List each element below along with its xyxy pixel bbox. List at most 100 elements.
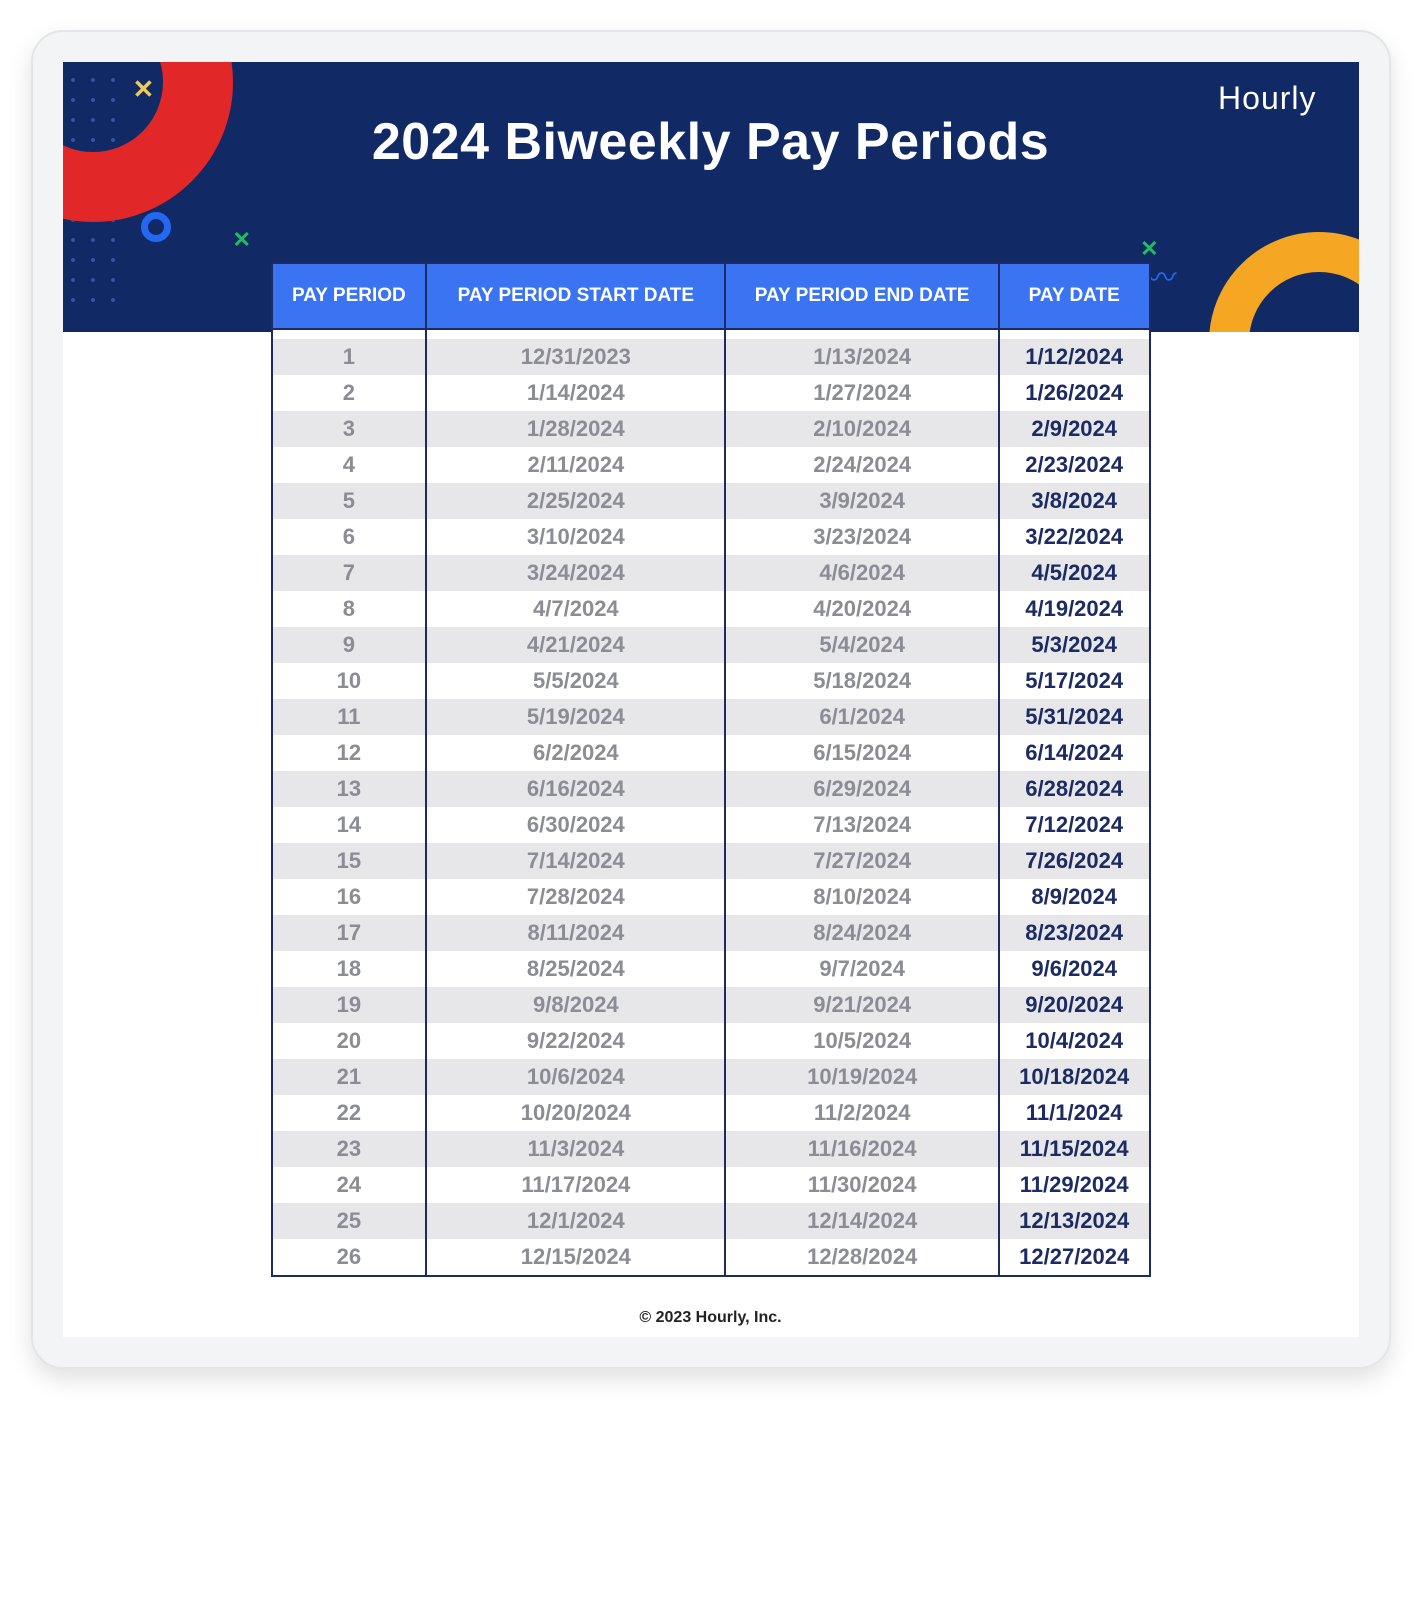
pay-periods-table-wrap: PAY PERIOD PAY PERIOD START DATE PAY PER… [271, 262, 1151, 1287]
table-cell: 10/6/2024 [426, 1059, 725, 1095]
table-row: 2411/17/202411/30/202411/29/2024 [272, 1167, 1150, 1203]
table-cell: 1/12/2024 [999, 339, 1150, 375]
table-cell: 26 [272, 1239, 427, 1276]
table-cell: 10/18/2024 [999, 1059, 1150, 1095]
table-cell: 17 [272, 915, 427, 951]
table-cell: 1/26/2024 [999, 375, 1150, 411]
table-cell: 18 [272, 951, 427, 987]
table-cell: 11/29/2024 [999, 1167, 1150, 1203]
table-row: 112/31/20231/13/20241/12/2024 [272, 339, 1150, 375]
document-body: ✕ ✕ ✕ 〰 2024 Biweekly Pay Periods Hourly… [63, 62, 1359, 1337]
table-cell: 1/14/2024 [426, 375, 725, 411]
table-cell: 1/27/2024 [725, 375, 998, 411]
table-cell: 3/23/2024 [725, 519, 998, 555]
table-cell: 5/5/2024 [426, 663, 725, 699]
table-cell: 5/19/2024 [426, 699, 725, 735]
table-cell: 6/30/2024 [426, 807, 725, 843]
table-cell: 20 [272, 1023, 427, 1059]
table-cell: 3/24/2024 [426, 555, 725, 591]
table-cell: 11/30/2024 [725, 1167, 998, 1203]
table-row: 146/30/20247/13/20247/12/2024 [272, 807, 1150, 843]
table-cell: 6 [272, 519, 427, 555]
blue-ring-decoration [141, 212, 171, 242]
table-cell: 5/17/2024 [999, 663, 1150, 699]
table-row: 2110/6/202410/19/202410/18/2024 [272, 1059, 1150, 1095]
table-cell: 9 [272, 627, 427, 663]
table-cell: 10 [272, 663, 427, 699]
table-cell: 5/4/2024 [725, 627, 998, 663]
table-row: 21/14/20241/27/20241/26/2024 [272, 375, 1150, 411]
table-cell: 12/13/2024 [999, 1203, 1150, 1239]
table-cell: 19 [272, 987, 427, 1023]
table-cell: 7/27/2024 [725, 843, 998, 879]
table-cell: 4/20/2024 [725, 591, 998, 627]
table-cell: 4/6/2024 [725, 555, 998, 591]
table-cell: 11/1/2024 [999, 1095, 1150, 1131]
table-cell: 2/10/2024 [725, 411, 998, 447]
yellow-x-decoration: ✕ [133, 74, 155, 105]
table-cell: 1/28/2024 [426, 411, 725, 447]
table-cell: 12/27/2024 [999, 1239, 1150, 1276]
table-row: 2512/1/202412/14/202412/13/2024 [272, 1203, 1150, 1239]
table-cell: 11/17/2024 [426, 1167, 725, 1203]
table-cell: 8/24/2024 [725, 915, 998, 951]
table-cell: 12 [272, 735, 427, 771]
table-cell: 12/31/2023 [426, 339, 725, 375]
page-title: 2024 Biweekly Pay Periods [63, 112, 1359, 172]
table-cell: 3/8/2024 [999, 483, 1150, 519]
table-cell: 6/2/2024 [426, 735, 725, 771]
orange-ring-decoration [1209, 232, 1359, 332]
table-row: 188/25/20249/7/20249/6/2024 [272, 951, 1150, 987]
table-cell: 24 [272, 1167, 427, 1203]
table-cell: 10/5/2024 [725, 1023, 998, 1059]
table-row: 167/28/20248/10/20248/9/2024 [272, 879, 1150, 915]
table-cell: 7/28/2024 [426, 879, 725, 915]
table-cell: 6/29/2024 [725, 771, 998, 807]
table-row: 42/11/20242/24/20242/23/2024 [272, 447, 1150, 483]
table-cell: 8/25/2024 [426, 951, 725, 987]
table-cell: 6/16/2024 [426, 771, 725, 807]
table-row: 209/22/202410/5/202410/4/2024 [272, 1023, 1150, 1059]
table-cell: 1/13/2024 [725, 339, 998, 375]
table-cell: 3/9/2024 [725, 483, 998, 519]
table-row: 52/25/20243/9/20243/8/2024 [272, 483, 1150, 519]
table-cell: 2/23/2024 [999, 447, 1150, 483]
table-row: 73/24/20244/6/20244/5/2024 [272, 555, 1150, 591]
table-row: 31/28/20242/10/20242/9/2024 [272, 411, 1150, 447]
table-cell: 21 [272, 1059, 427, 1095]
table-cell: 4/21/2024 [426, 627, 725, 663]
table-cell: 4/7/2024 [426, 591, 725, 627]
table-cell: 12/15/2024 [426, 1239, 725, 1276]
table-cell: 8/23/2024 [999, 915, 1150, 951]
col-header-start: PAY PERIOD START DATE [426, 263, 725, 329]
green-x-decoration: ✕ [233, 227, 251, 253]
table-cell: 9/7/2024 [725, 951, 998, 987]
table-row: 136/16/20246/29/20246/28/2024 [272, 771, 1150, 807]
table-cell: 3 [272, 411, 427, 447]
table-row: 84/7/20244/20/20244/19/2024 [272, 591, 1150, 627]
table-cell: 3/22/2024 [999, 519, 1150, 555]
table-row: 2210/20/202411/2/202411/1/2024 [272, 1095, 1150, 1131]
col-header-paydate: PAY DATE [999, 263, 1150, 329]
table-cell: 13 [272, 771, 427, 807]
table-row: 2612/15/202412/28/202412/27/2024 [272, 1239, 1150, 1276]
table-cell: 15 [272, 843, 427, 879]
table-cell: 12/14/2024 [725, 1203, 998, 1239]
document-card: ✕ ✕ ✕ 〰 2024 Biweekly Pay Periods Hourly… [31, 30, 1391, 1369]
squiggle-decoration: 〰 [1147, 253, 1179, 297]
table-cell: 4/5/2024 [999, 555, 1150, 591]
table-row: 105/5/20245/18/20245/17/2024 [272, 663, 1150, 699]
table-cell: 6/28/2024 [999, 771, 1150, 807]
table-cell: 12/1/2024 [426, 1203, 725, 1239]
table-row: 2311/3/202411/16/202411/15/2024 [272, 1131, 1150, 1167]
table-cell: 9/21/2024 [725, 987, 998, 1023]
table-cell: 14 [272, 807, 427, 843]
col-header-period: PAY PERIOD [272, 263, 427, 329]
table-row: 199/8/20249/21/20249/20/2024 [272, 987, 1150, 1023]
table-cell: 2/24/2024 [725, 447, 998, 483]
table-cell: 5/3/2024 [999, 627, 1150, 663]
table-cell: 3/10/2024 [426, 519, 725, 555]
table-cell: 4 [272, 447, 427, 483]
table-cell: 6/15/2024 [725, 735, 998, 771]
table-cell: 2 [272, 375, 427, 411]
